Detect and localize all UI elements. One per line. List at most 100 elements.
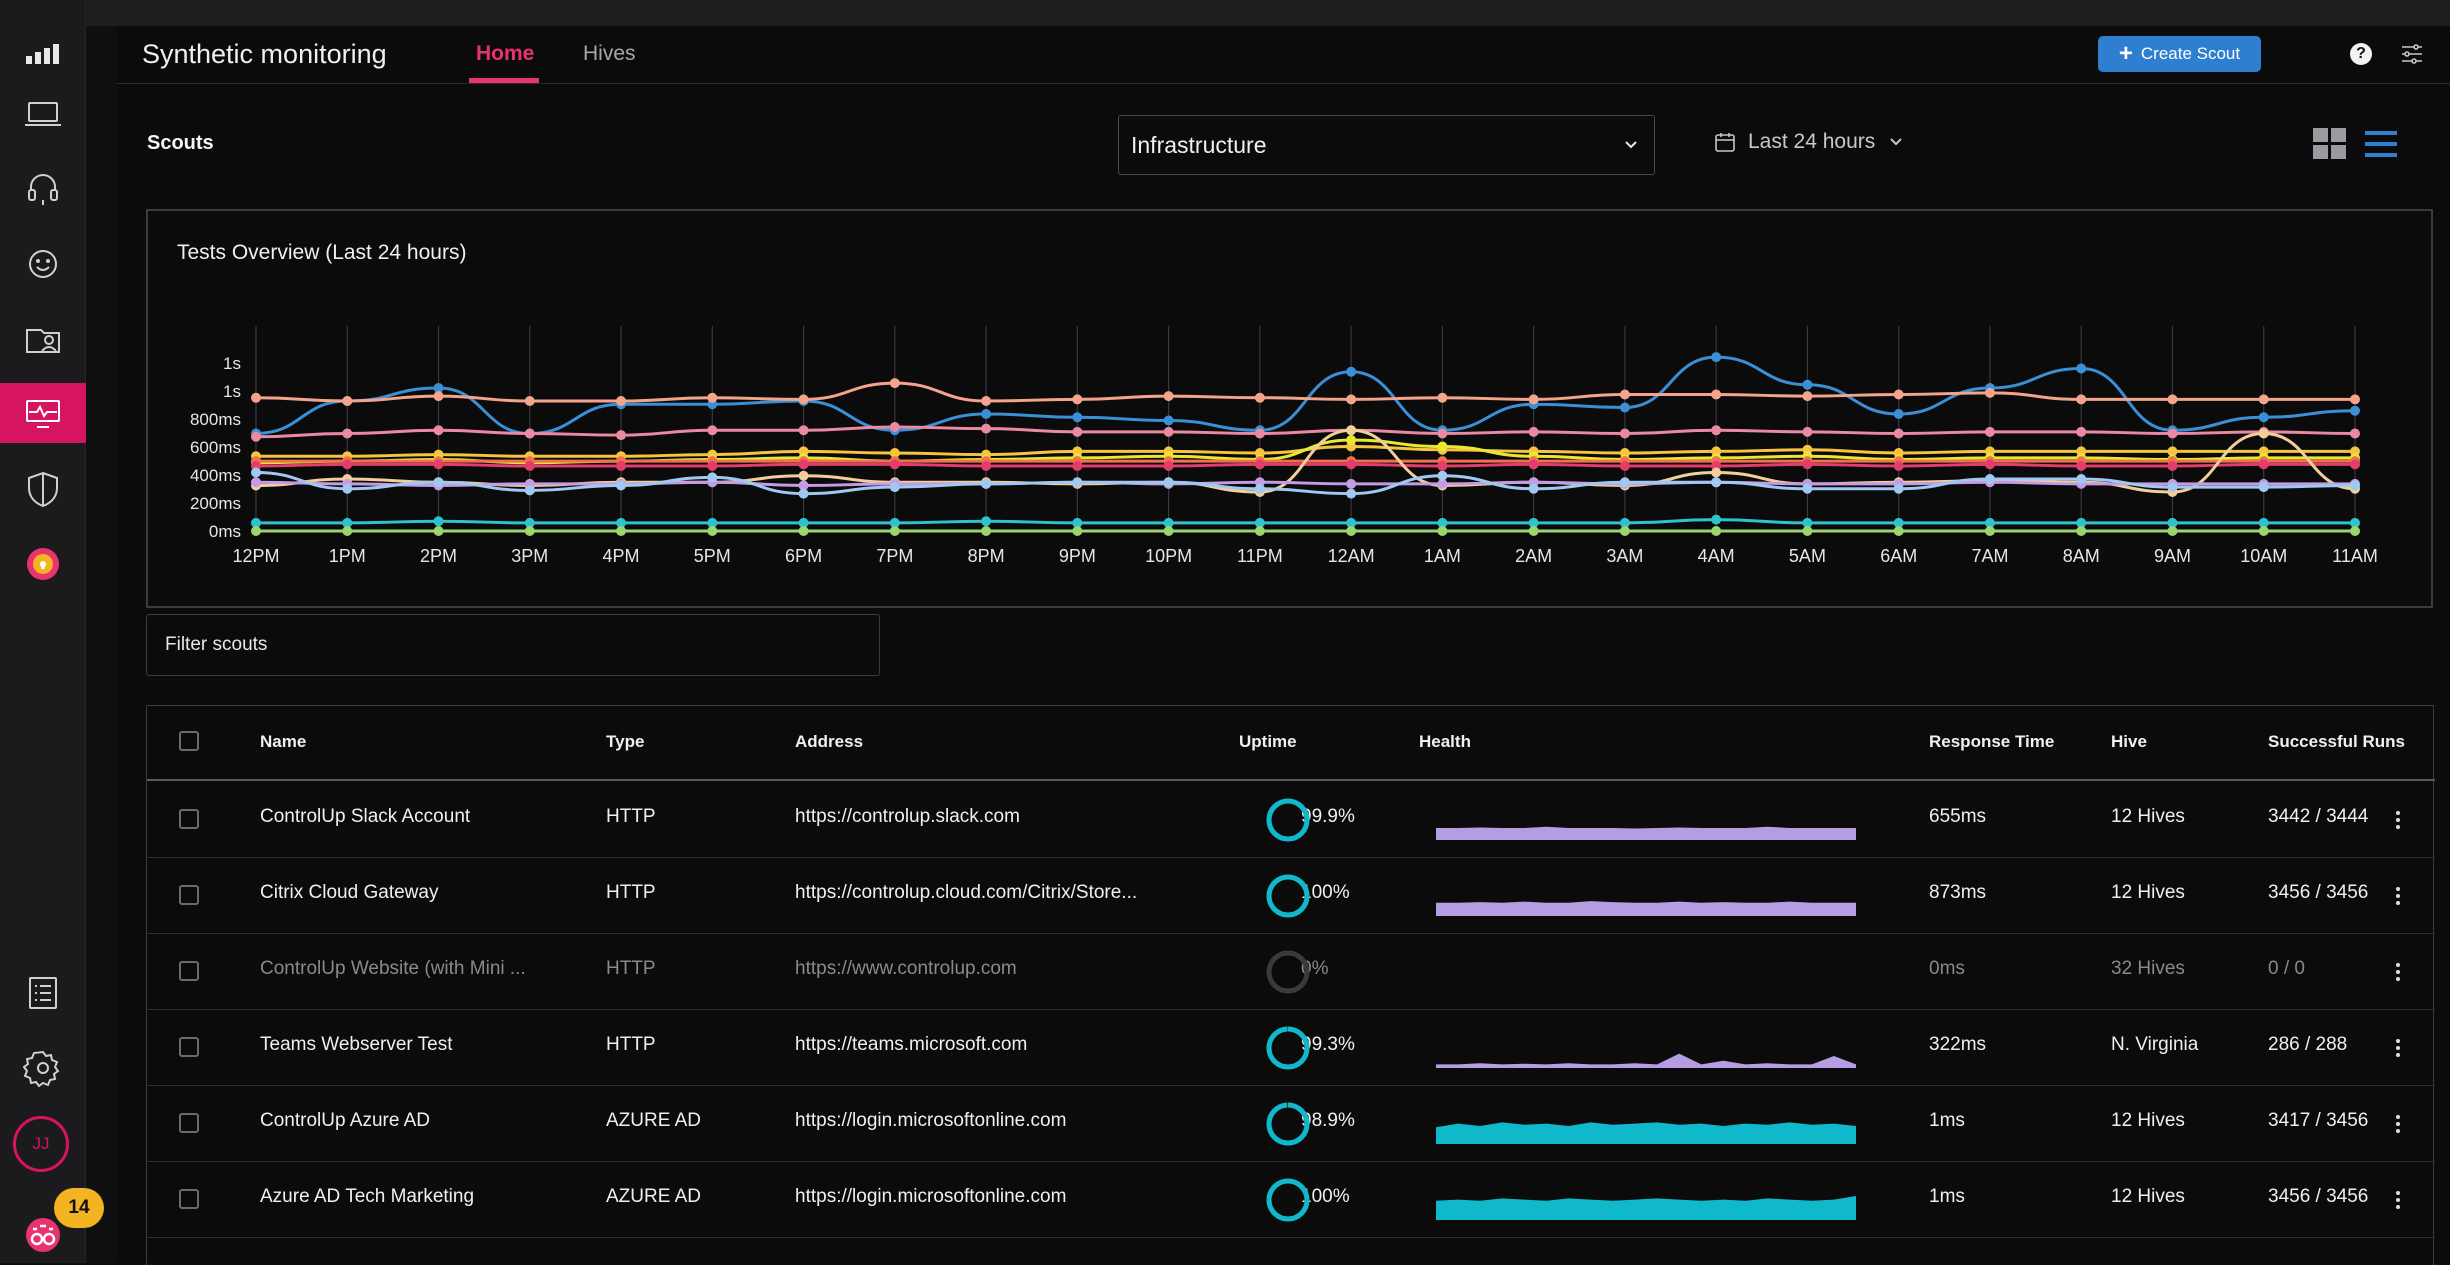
data-point[interactable] (1802, 483, 1813, 494)
data-point[interactable] (1163, 391, 1174, 402)
data-point[interactable] (889, 378, 900, 389)
data-point[interactable] (981, 516, 992, 527)
data-point[interactable] (1254, 392, 1265, 403)
data-point[interactable] (1163, 526, 1174, 536)
data-point[interactable] (707, 517, 718, 528)
data-point[interactable] (707, 461, 718, 471)
data-point[interactable] (433, 477, 444, 488)
data-point[interactable] (616, 461, 627, 471)
data-point[interactable] (1619, 428, 1630, 439)
data-point[interactable] (1711, 526, 1722, 536)
data-point[interactable] (1528, 426, 1539, 437)
headset-icon[interactable] (0, 159, 86, 219)
data-point[interactable] (889, 422, 900, 432)
scout-name[interactable]: ControlUp Azure AD (260, 1110, 431, 1131)
data-point[interactable] (1619, 389, 1630, 400)
data-point[interactable] (1984, 426, 1995, 437)
data-point[interactable] (1437, 526, 1448, 536)
more-options-icon[interactable] (2395, 962, 2401, 982)
scout-name[interactable]: Azure AD Tech Marketing (260, 1186, 475, 1207)
data-point[interactable] (1893, 389, 1904, 400)
group-select[interactable]: Infrastructure (1118, 115, 1655, 175)
data-point[interactable] (798, 526, 809, 536)
data-point[interactable] (251, 392, 261, 403)
row-checkbox[interactable] (179, 1037, 199, 1057)
column-header-successful-runs[interactable]: Successful Runs (2268, 732, 2405, 751)
data-point[interactable] (1984, 474, 1995, 484)
data-point[interactable] (1802, 391, 1813, 402)
data-point[interactable] (1437, 470, 1448, 481)
data-point[interactable] (2076, 517, 2087, 528)
data-point[interactable] (707, 472, 718, 483)
data-point[interactable] (1346, 478, 1357, 489)
scout-name[interactable]: Teams Webserver Test (260, 1034, 453, 1055)
data-point[interactable] (524, 485, 535, 496)
data-point[interactable] (1528, 517, 1539, 528)
data-point[interactable] (2167, 446, 2178, 457)
data-point[interactable] (1437, 517, 1448, 528)
data-point[interactable] (1163, 415, 1174, 426)
data-point[interactable] (1528, 483, 1539, 494)
data-point[interactable] (1984, 459, 1995, 470)
data-point[interactable] (1254, 483, 1265, 494)
data-point[interactable] (798, 425, 809, 436)
data-point[interactable] (251, 526, 261, 536)
data-point[interactable] (342, 459, 353, 470)
table-row[interactable]: Azure AD Tech Marketing AZURE AD https://l… (147, 1162, 2435, 1238)
data-point[interactable] (1802, 517, 1813, 528)
data-point[interactable] (798, 459, 809, 470)
data-point[interactable] (1711, 514, 1722, 525)
data-point[interactable] (981, 478, 992, 489)
table-row[interactable]: ControlUp Slack Account HTTP https://contr… (147, 782, 2435, 858)
bar-chart-icon[interactable] (0, 24, 86, 84)
data-point[interactable] (2258, 517, 2269, 528)
filter-scouts-field[interactable] (146, 614, 880, 676)
data-point[interactable] (433, 391, 444, 402)
help-icon[interactable]: ? (2350, 43, 2372, 65)
data-point[interactable] (1072, 526, 1083, 536)
time-range-picker[interactable]: Last 24 hours (1714, 130, 1905, 154)
data-point[interactable] (889, 459, 900, 470)
data-point[interactable] (1528, 459, 1539, 470)
data-point[interactable] (2350, 405, 2360, 416)
data-point[interactable] (1528, 526, 1539, 536)
data-point[interactable] (889, 517, 900, 528)
row-checkbox[interactable] (179, 1189, 199, 1209)
data-point[interactable] (2350, 517, 2360, 528)
data-point[interactable] (616, 526, 627, 536)
data-point[interactable] (2350, 459, 2360, 470)
shield-icon[interactable] (0, 459, 86, 519)
data-point[interactable] (889, 526, 900, 536)
data-point[interactable] (1163, 477, 1174, 488)
data-point[interactable] (616, 396, 627, 406)
table-row[interactable]: Teams Webserver Test HTTP https://teams.mi… (147, 1010, 2435, 1086)
data-point[interactable] (1163, 517, 1174, 528)
data-point[interactable] (1984, 517, 1995, 528)
data-point[interactable] (1619, 526, 1630, 536)
data-point[interactable] (1984, 387, 1995, 398)
data-point[interactable] (1802, 426, 1813, 437)
more-options-icon[interactable] (2395, 810, 2401, 830)
data-point[interactable] (2258, 459, 2269, 470)
scout-name[interactable]: ControlUp Website (with Mini ... (260, 958, 526, 979)
data-point[interactable] (433, 383, 444, 393)
data-point[interactable] (524, 428, 535, 439)
data-point[interactable] (342, 483, 353, 494)
column-header-name[interactable]: Name (260, 732, 307, 751)
data-point[interactable] (524, 526, 535, 536)
data-point[interactable] (524, 396, 535, 406)
table-row[interactable]: ControlUp Azure AD AZURE AD https://login.… (147, 1086, 2435, 1162)
data-point[interactable] (1711, 352, 1722, 363)
data-point[interactable] (981, 526, 992, 536)
data-point[interactable] (2350, 394, 2360, 405)
data-point[interactable] (1254, 517, 1265, 528)
tab-hives[interactable]: Hives (583, 42, 636, 65)
data-point[interactable] (1254, 459, 1265, 470)
data-point[interactable] (616, 480, 627, 491)
row-checkbox[interactable] (179, 809, 199, 829)
data-point[interactable] (2076, 474, 2087, 484)
data-point[interactable] (2258, 428, 2269, 439)
scout-name[interactable]: ControlUp Slack Account (260, 806, 471, 827)
data-point[interactable] (1163, 426, 1174, 437)
row-checkbox[interactable] (179, 1113, 199, 1133)
